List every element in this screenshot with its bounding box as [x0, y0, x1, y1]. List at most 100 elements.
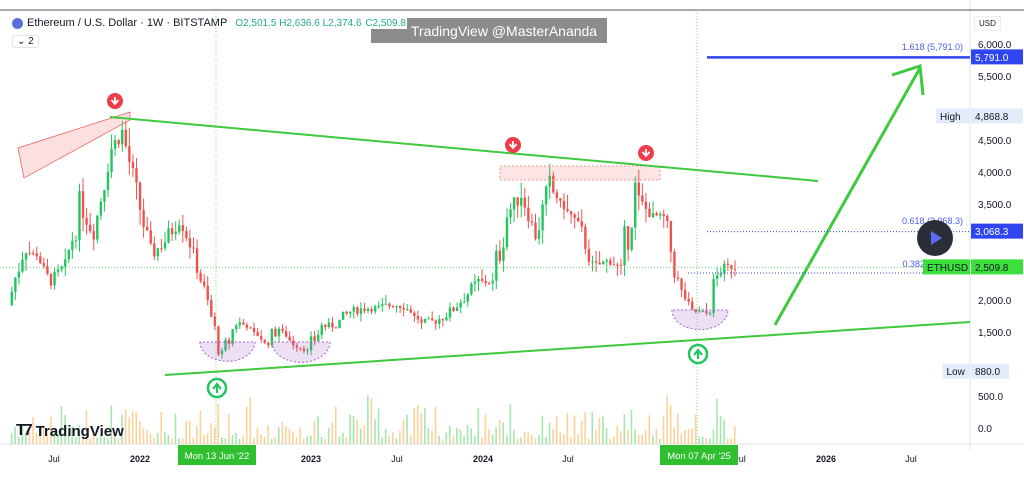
volume-bar [384, 428, 387, 444]
candle [423, 318, 427, 323]
logo-text: TradingView [35, 422, 124, 440]
price-axis-value: 4,868.8 [975, 112, 1009, 123]
candle [31, 253, 35, 255]
candle [655, 213, 658, 216]
candle [505, 217, 509, 248]
volume-bar [712, 429, 715, 444]
volume-bar [481, 438, 483, 444]
volume-bar [220, 437, 223, 444]
volume-bar [573, 415, 576, 444]
volume-bar [641, 434, 643, 444]
volume-bar [716, 398, 718, 444]
volume-bar [416, 404, 419, 444]
candle [210, 299, 213, 317]
candle [163, 242, 167, 249]
volume-bar [274, 437, 277, 444]
candle [641, 195, 644, 202]
volume-bar [637, 434, 640, 444]
candle [142, 209, 145, 227]
volume-bar [719, 415, 722, 444]
volume-bar [627, 429, 629, 444]
volume-bar [726, 438, 729, 444]
volume-bar [659, 438, 661, 444]
volume-bar [377, 408, 380, 444]
candle [128, 146, 131, 163]
candle [569, 211, 573, 215]
volume-bar [299, 427, 301, 444]
currency-label[interactable]: USD [974, 16, 1001, 31]
price-axis-value: 880.0 [975, 367, 1000, 378]
volume-bar [42, 426, 45, 444]
price-label-name: Low [947, 367, 966, 378]
crosshair-date: Mon 13 Jun '22 [185, 451, 250, 462]
candle [192, 247, 195, 249]
candle [46, 266, 49, 274]
x-tick-label: Jul [48, 454, 60, 464]
volume-bar [128, 416, 130, 444]
candle [224, 339, 227, 351]
volume-bar [174, 414, 177, 444]
volume-bar [160, 411, 163, 444]
candle [306, 350, 309, 352]
candle [220, 350, 224, 355]
volume-bar [149, 433, 152, 444]
candle [281, 328, 284, 331]
play-button[interactable] [917, 220, 953, 256]
symbol-title[interactable]: Ethereum / U.S. Dollar · 1W · BITSTAMP [27, 17, 228, 29]
candle [67, 249, 70, 260]
volume-bar [470, 428, 472, 444]
candle [202, 281, 206, 286]
candle [687, 298, 690, 302]
volume-bar [466, 425, 469, 444]
candle [145, 226, 149, 231]
volume-bar [32, 417, 34, 444]
candle [502, 247, 505, 261]
candle [356, 307, 359, 314]
volume-bar [142, 427, 145, 444]
volume-bar [516, 438, 519, 444]
volume-bar [630, 409, 633, 444]
volume-bar [28, 427, 31, 444]
candle [473, 281, 477, 284]
volume-bar [267, 424, 269, 444]
tradingview-logo[interactable]: T7 TradingView [16, 422, 124, 440]
candle [117, 140, 120, 145]
volume-bar [723, 419, 725, 444]
candle [658, 213, 662, 216]
candle [409, 309, 412, 313]
candle [484, 280, 487, 284]
rising-wedge-top [17, 111, 131, 179]
volume-bar [513, 430, 515, 444]
volume-bar [498, 420, 501, 444]
volume-bar [520, 437, 522, 444]
volume-bar [256, 427, 259, 444]
volume-bar [509, 404, 512, 444]
candle [113, 140, 117, 149]
candle [694, 309, 697, 313]
candle [103, 190, 106, 202]
candle [676, 277, 680, 279]
volume-bar [598, 417, 601, 444]
price-axis-badge [971, 363, 1009, 379]
volume-bar [178, 438, 180, 444]
candle [669, 221, 673, 252]
volume-bar [527, 432, 529, 444]
volume-bar [623, 414, 626, 444]
resistance-trendline [109, 116, 819, 182]
candle [555, 192, 559, 199]
y-tick-label: 500.0 [978, 392, 1003, 403]
volume-bar [245, 406, 248, 444]
candle [548, 175, 551, 187]
volume-bar [185, 420, 187, 444]
candle [527, 207, 530, 222]
legend-toggle-button[interactable]: ⌄ 2 [12, 35, 39, 48]
volume-bar [356, 419, 358, 444]
candle [391, 306, 395, 308]
volume-bar [14, 426, 16, 444]
volume-bar [292, 431, 294, 444]
volume-bar [306, 435, 309, 444]
price-label-tag [942, 363, 970, 379]
candle [373, 306, 377, 312]
volume-bar [673, 427, 676, 444]
